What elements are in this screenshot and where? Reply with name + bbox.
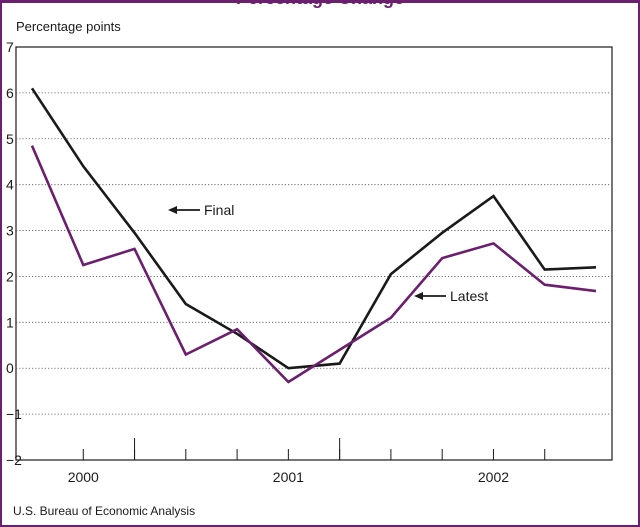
y-tick-label: 3 [6, 223, 14, 239]
y-tick-label: 0 [6, 360, 14, 376]
y-tick-label: 7 [6, 39, 14, 55]
series-line-latest [30, 145, 597, 384]
y-tick-label: −1 [6, 406, 22, 422]
y-tick-label: 5 [6, 131, 14, 147]
grid [16, 92, 612, 415]
y-tick-label: 1 [6, 314, 14, 330]
source-note: U.S. Bureau of Economic Analysis [13, 504, 196, 518]
final-arrow-head [168, 206, 177, 214]
y-axis-label: Percentage points [16, 19, 121, 34]
y-tick-label: 6 [6, 85, 14, 101]
latest-arrow-head [414, 292, 423, 300]
annotation-latest: Latest [450, 288, 488, 304]
series-lines [30, 87, 597, 384]
x-tick-label: 2001 [273, 469, 304, 485]
plot-area [15, 46, 613, 461]
y-axis: −2 −1 0 1 2 3 4 5 6 7 [6, 39, 22, 468]
clipped-title: Percentage Change [0, 0, 640, 9]
y-tick-label: 4 [6, 177, 14, 193]
x-axis: 2000 2001 2002 [68, 438, 546, 485]
figure-top-border [0, 0, 640, 3]
x-tick-label: 2000 [68, 469, 99, 485]
annotations: Final Latest [168, 202, 488, 304]
y-tick-label: 2 [6, 268, 14, 284]
annotation-final: Final [204, 202, 234, 218]
x-tick-label: 2002 [478, 469, 509, 485]
y-tick-label: −2 [6, 452, 22, 468]
